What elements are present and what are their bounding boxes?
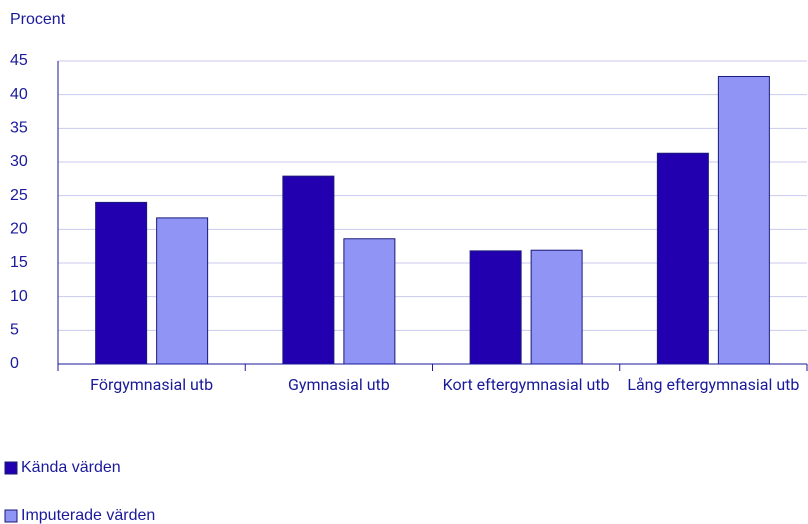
- y-tick-label: 45: [10, 52, 28, 69]
- y-tick-label: 10: [10, 288, 28, 305]
- chart-title: Procent: [10, 11, 66, 28]
- x-tick-label: Lång eftergymnasial utb: [627, 375, 800, 394]
- y-tick-label: 30: [10, 153, 28, 170]
- x-tick-label: Kort eftergymnasial utb: [442, 375, 610, 394]
- bar: [343, 238, 396, 365]
- x-tick-label: Förgymnasial utb: [90, 375, 214, 394]
- y-tick-label: 0: [10, 355, 19, 372]
- bar: [717, 75, 770, 365]
- y-tick-label: 15: [10, 254, 28, 271]
- bar: [530, 249, 583, 365]
- bar: [95, 201, 148, 365]
- bar: [156, 217, 209, 365]
- x-tick-label: Gymnasial utb: [287, 375, 390, 394]
- bar: [282, 175, 335, 365]
- y-tick-label: 5: [10, 322, 19, 339]
- legend-swatch: [4, 461, 18, 475]
- legend-label: Kända värden: [21, 459, 121, 476]
- legend-label: Imputerade värden: [21, 507, 155, 524]
- y-tick-label: 40: [10, 86, 28, 103]
- y-tick-label: 35: [10, 120, 28, 137]
- bar: [656, 152, 709, 365]
- bar: [469, 250, 522, 365]
- y-tick-label: 20: [10, 221, 28, 238]
- y-tick-label: 25: [10, 187, 28, 204]
- legend-swatch: [4, 509, 18, 523]
